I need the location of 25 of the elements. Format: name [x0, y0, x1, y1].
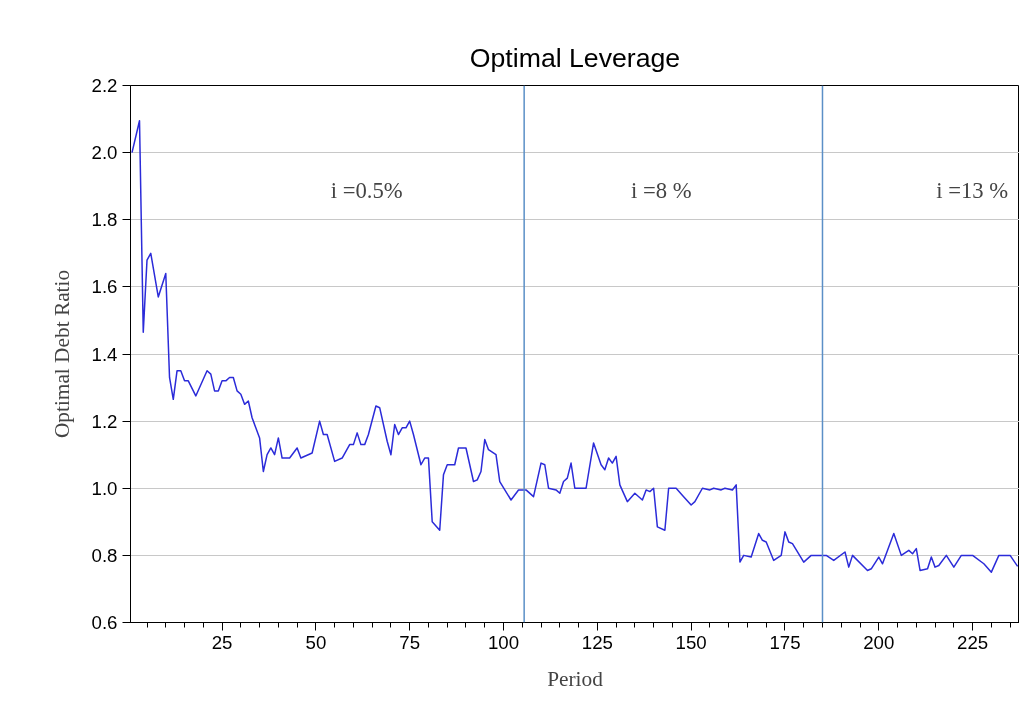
- y-tick-label: 0.8: [91, 544, 118, 566]
- y-tick-label: 1.8: [91, 209, 118, 231]
- x-tick-label: 100: [487, 631, 520, 653]
- x-tick-label: 25: [211, 631, 233, 653]
- x-tick-label: 125: [581, 631, 613, 653]
- y-tick-label: 0.6: [91, 612, 118, 633]
- y-tick-label: 1.6: [91, 276, 118, 298]
- y-tick-label: 1.0: [91, 477, 118, 499]
- x-tick-label: 75: [399, 631, 421, 653]
- x-axis-title: Period: [547, 666, 604, 691]
- y-tick-label: 1.2: [91, 410, 118, 432]
- annotation: i =0.5%: [330, 177, 403, 203]
- y-tick-label: 2.2: [91, 75, 118, 96]
- annotation: i =8 %: [631, 177, 692, 203]
- annotation: i =13 %: [936, 177, 1009, 203]
- x-tick-label: 50: [305, 631, 327, 653]
- y-axis-title: Optimal Debt Ratio: [49, 269, 74, 439]
- y-tick-label: 2.0: [91, 142, 118, 164]
- x-tick-label: 200: [863, 631, 895, 653]
- x-tick-label: 225: [957, 631, 989, 653]
- y-tick-label: 1.4: [91, 343, 118, 365]
- x-tick-label: 175: [769, 631, 801, 653]
- x-tick-label: 150: [675, 631, 707, 653]
- chart-title: Optimal Leverage: [469, 43, 681, 73]
- line-series: [131, 119, 1019, 573]
